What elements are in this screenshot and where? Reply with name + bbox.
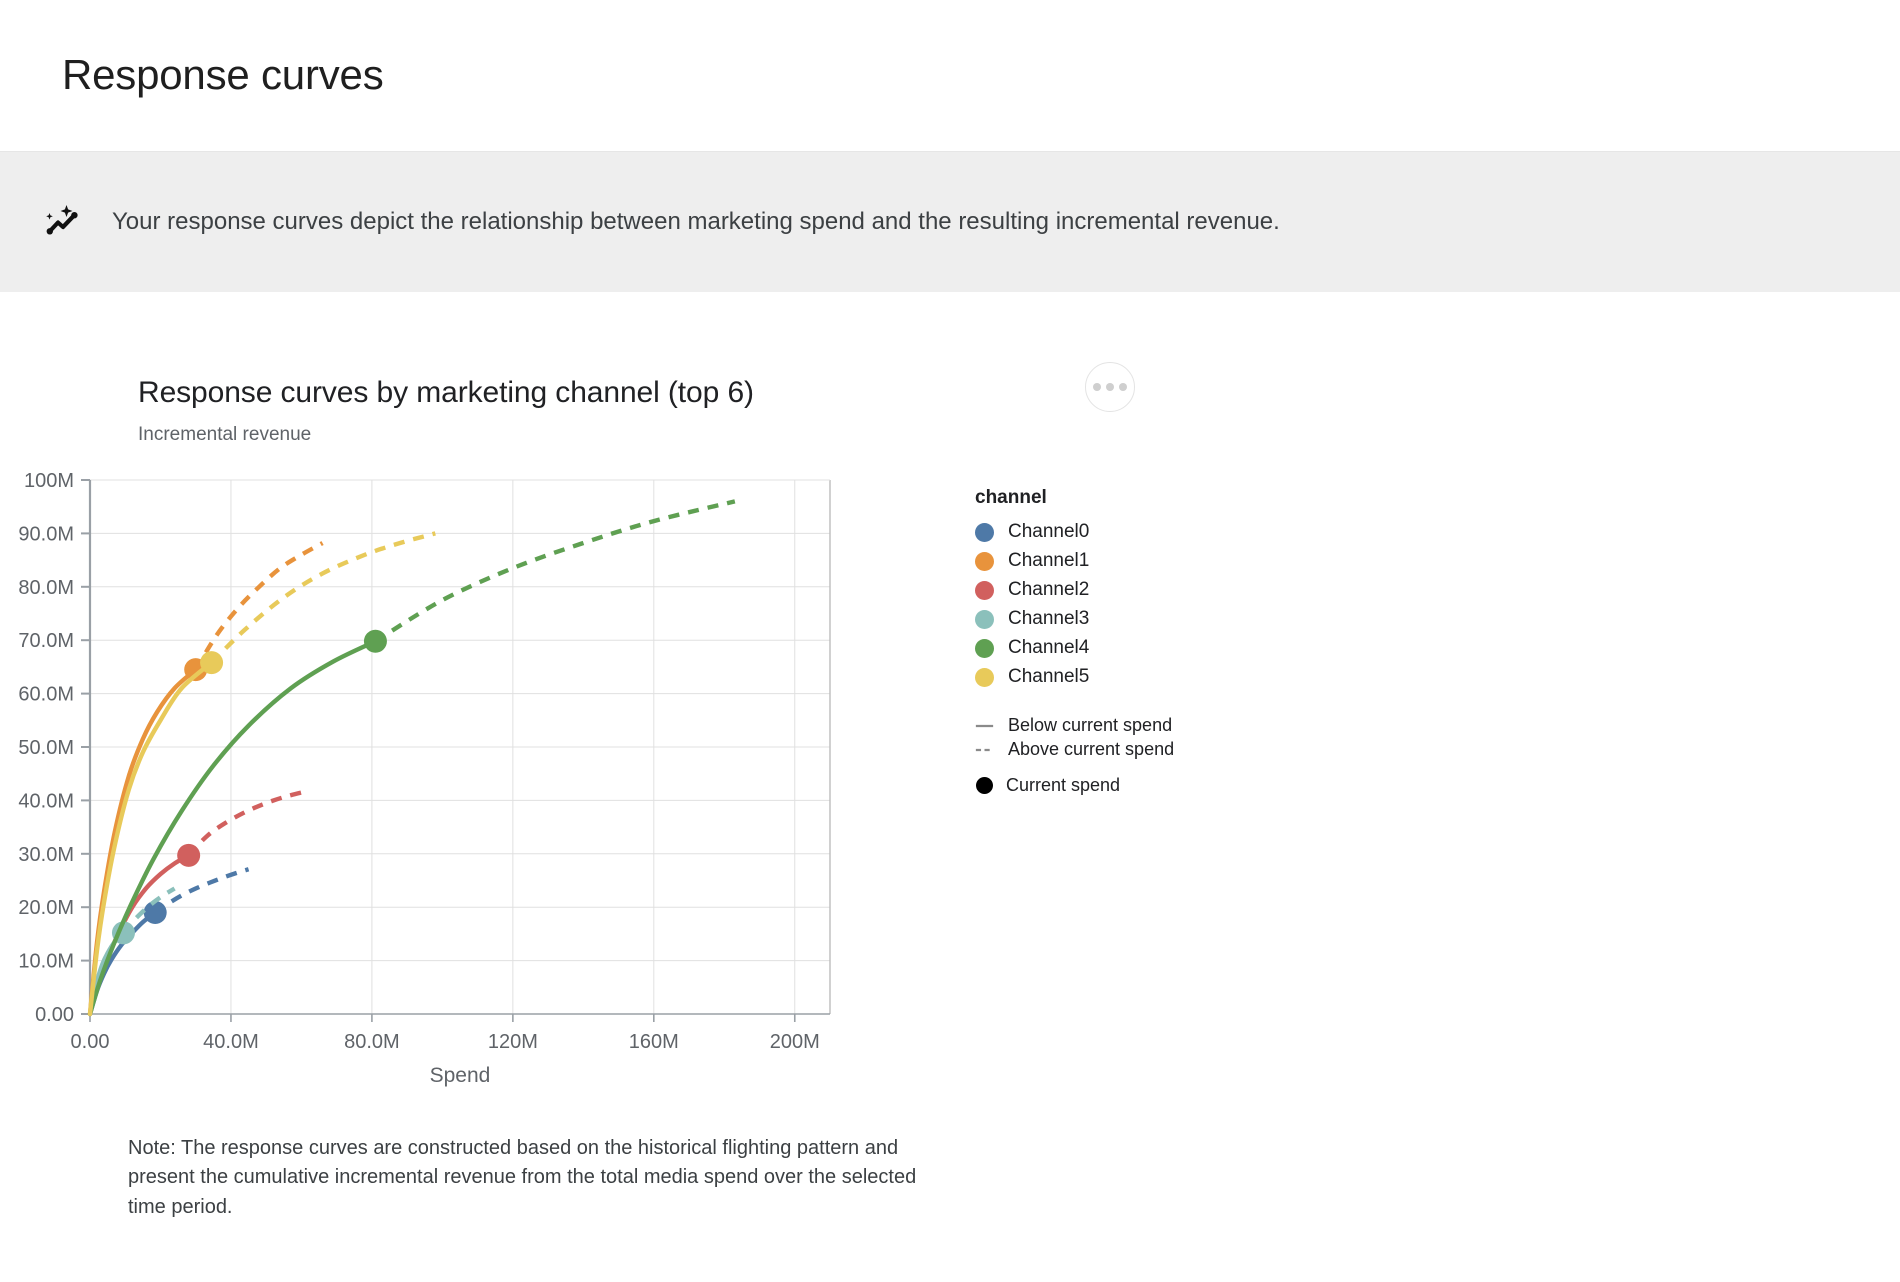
- legend-swatch-channel1: [975, 551, 994, 571]
- curve-below-current-spend: [87, 638, 378, 1016]
- insight-banner: Your response curves depict the relation…: [0, 152, 1900, 292]
- legend-title: channel: [975, 486, 1047, 508]
- solid-line-icon: [975, 723, 994, 729]
- legend-item-channel2[interactable]: Channel2: [975, 576, 1275, 605]
- legend-label-above-current-spend: Above current spend: [1008, 739, 1175, 759]
- legend-label-channel2: Channel2: [1008, 579, 1090, 600]
- y-tick-label: 0.00: [35, 1004, 74, 1026]
- y-tick-label: 100M: [24, 470, 74, 492]
- legend-label-current-spend: Current spend: [1006, 775, 1121, 795]
- current-spend-point: [363, 629, 387, 653]
- legend-divider-space: [975, 692, 1275, 714]
- y-tick-label: 40.0M: [18, 790, 74, 812]
- more-options-button[interactable]: [1085, 362, 1135, 412]
- x-tick-label: 160M: [629, 1031, 679, 1053]
- legend-swatch-channel2: [975, 580, 994, 600]
- current-spend-point: [177, 843, 201, 867]
- y-tick-label: 70.0M: [18, 630, 74, 652]
- x-tick-label: 40.0M: [203, 1031, 259, 1053]
- chart-header: Response curves by marketing channel (to…: [0, 362, 1300, 446]
- dashed-line-icon: [975, 747, 994, 753]
- legend-item-channel0[interactable]: Channel0: [975, 518, 1275, 547]
- curve-below-current-spend: [87, 659, 214, 1016]
- y-tick-label: 60.0M: [18, 683, 74, 705]
- x-tick-label: 80.0M: [344, 1031, 400, 1053]
- legend-item-below-current-spend[interactable]: Below current spend: [975, 714, 1275, 738]
- curve-above-current-spend: [193, 540, 324, 671]
- legend-label-channel0: Channel0: [1008, 521, 1090, 542]
- chart-title: Response curves by marketing channel (to…: [138, 376, 754, 409]
- legend-item-channel3[interactable]: Channel3: [975, 605, 1275, 634]
- chart-subtitle: Incremental revenue: [138, 423, 312, 445]
- legend-label-channel1: Channel1: [1008, 550, 1090, 571]
- dot-1-icon: [1093, 383, 1101, 391]
- y-tick-label: 10.0M: [18, 950, 74, 972]
- main-content: Response curves by marketing channel (to…: [0, 292, 1900, 1223]
- y-tick-label: 20.0M: [18, 897, 74, 919]
- curve-above-current-spend: [210, 530, 436, 664]
- insight-banner-text: Your response curves depict the relation…: [112, 207, 1280, 235]
- insights-sparkle-icon: [40, 200, 84, 244]
- x-axis-title: Spend: [430, 1064, 491, 1087]
- legend-item-current-spend[interactable]: Current spend: [975, 774, 1275, 798]
- response-curves-card: Response curves by marketing channel (to…: [0, 292, 1900, 1222]
- x-tick-label: 0.00: [71, 1031, 110, 1053]
- legend-item-channel4[interactable]: Channel4: [975, 634, 1275, 663]
- current-spend-point: [200, 650, 224, 674]
- dot-3-icon: [1119, 383, 1127, 391]
- chart-note: Note: The response curves are constructe…: [128, 1136, 917, 1218]
- legend-label-channel4: Channel4: [1008, 637, 1090, 658]
- legend-marker-space: [975, 762, 1275, 774]
- response-curves-plot: 0.00 10.0M 20.0M 30.0M 40.0M 50.0M 60.0M 70.0M 8…: [0, 468, 1320, 1108]
- legend-label-below-current-spend: Below current spend: [1008, 715, 1173, 735]
- legend-label-channel5: Channel5: [1008, 666, 1090, 687]
- legend-label-channel3: Channel3: [1008, 608, 1090, 629]
- current-spend-marker-icon: [976, 777, 993, 794]
- current-spend-point: [143, 900, 167, 924]
- chart-legend: channel Channel0 Channel1 Channel2 Chann…: [975, 487, 1275, 798]
- legend-swatch-channel3: [975, 609, 994, 629]
- y-tick-label: 50.0M: [18, 737, 74, 759]
- legend-item-channel1[interactable]: Channel1: [975, 547, 1275, 576]
- legend-swatch-channel5: [975, 667, 994, 687]
- page-header: Response curves: [0, 0, 1900, 152]
- y-tick-label: 30.0M: [18, 843, 74, 865]
- response-curves-svg: 0.00 10.0M 20.0M 30.0M 40.0M 50.0M 60.0M 70.0M 8…: [18, 470, 831, 1087]
- series-channel5: [87, 530, 436, 1016]
- dot-2-icon: [1106, 383, 1114, 391]
- page-title: Response curves: [62, 51, 384, 99]
- y-tick-label: 80.0M: [18, 576, 74, 598]
- series-channel4: [87, 498, 736, 1016]
- legend-item-channel5[interactable]: Channel5: [975, 663, 1275, 692]
- legend-swatch-channel4: [975, 638, 994, 658]
- x-tick-label: 200M: [770, 1031, 820, 1053]
- series-channel2: [87, 788, 310, 1016]
- x-tick-label: 120M: [488, 1031, 538, 1053]
- curve-above-current-spend: [374, 498, 736, 643]
- legend-swatch-channel0: [975, 522, 994, 542]
- y-tick-label: 90.0M: [18, 523, 74, 545]
- curve-above-current-spend: [187, 788, 310, 857]
- legend-item-above-current-spend[interactable]: Above current spend: [975, 738, 1275, 762]
